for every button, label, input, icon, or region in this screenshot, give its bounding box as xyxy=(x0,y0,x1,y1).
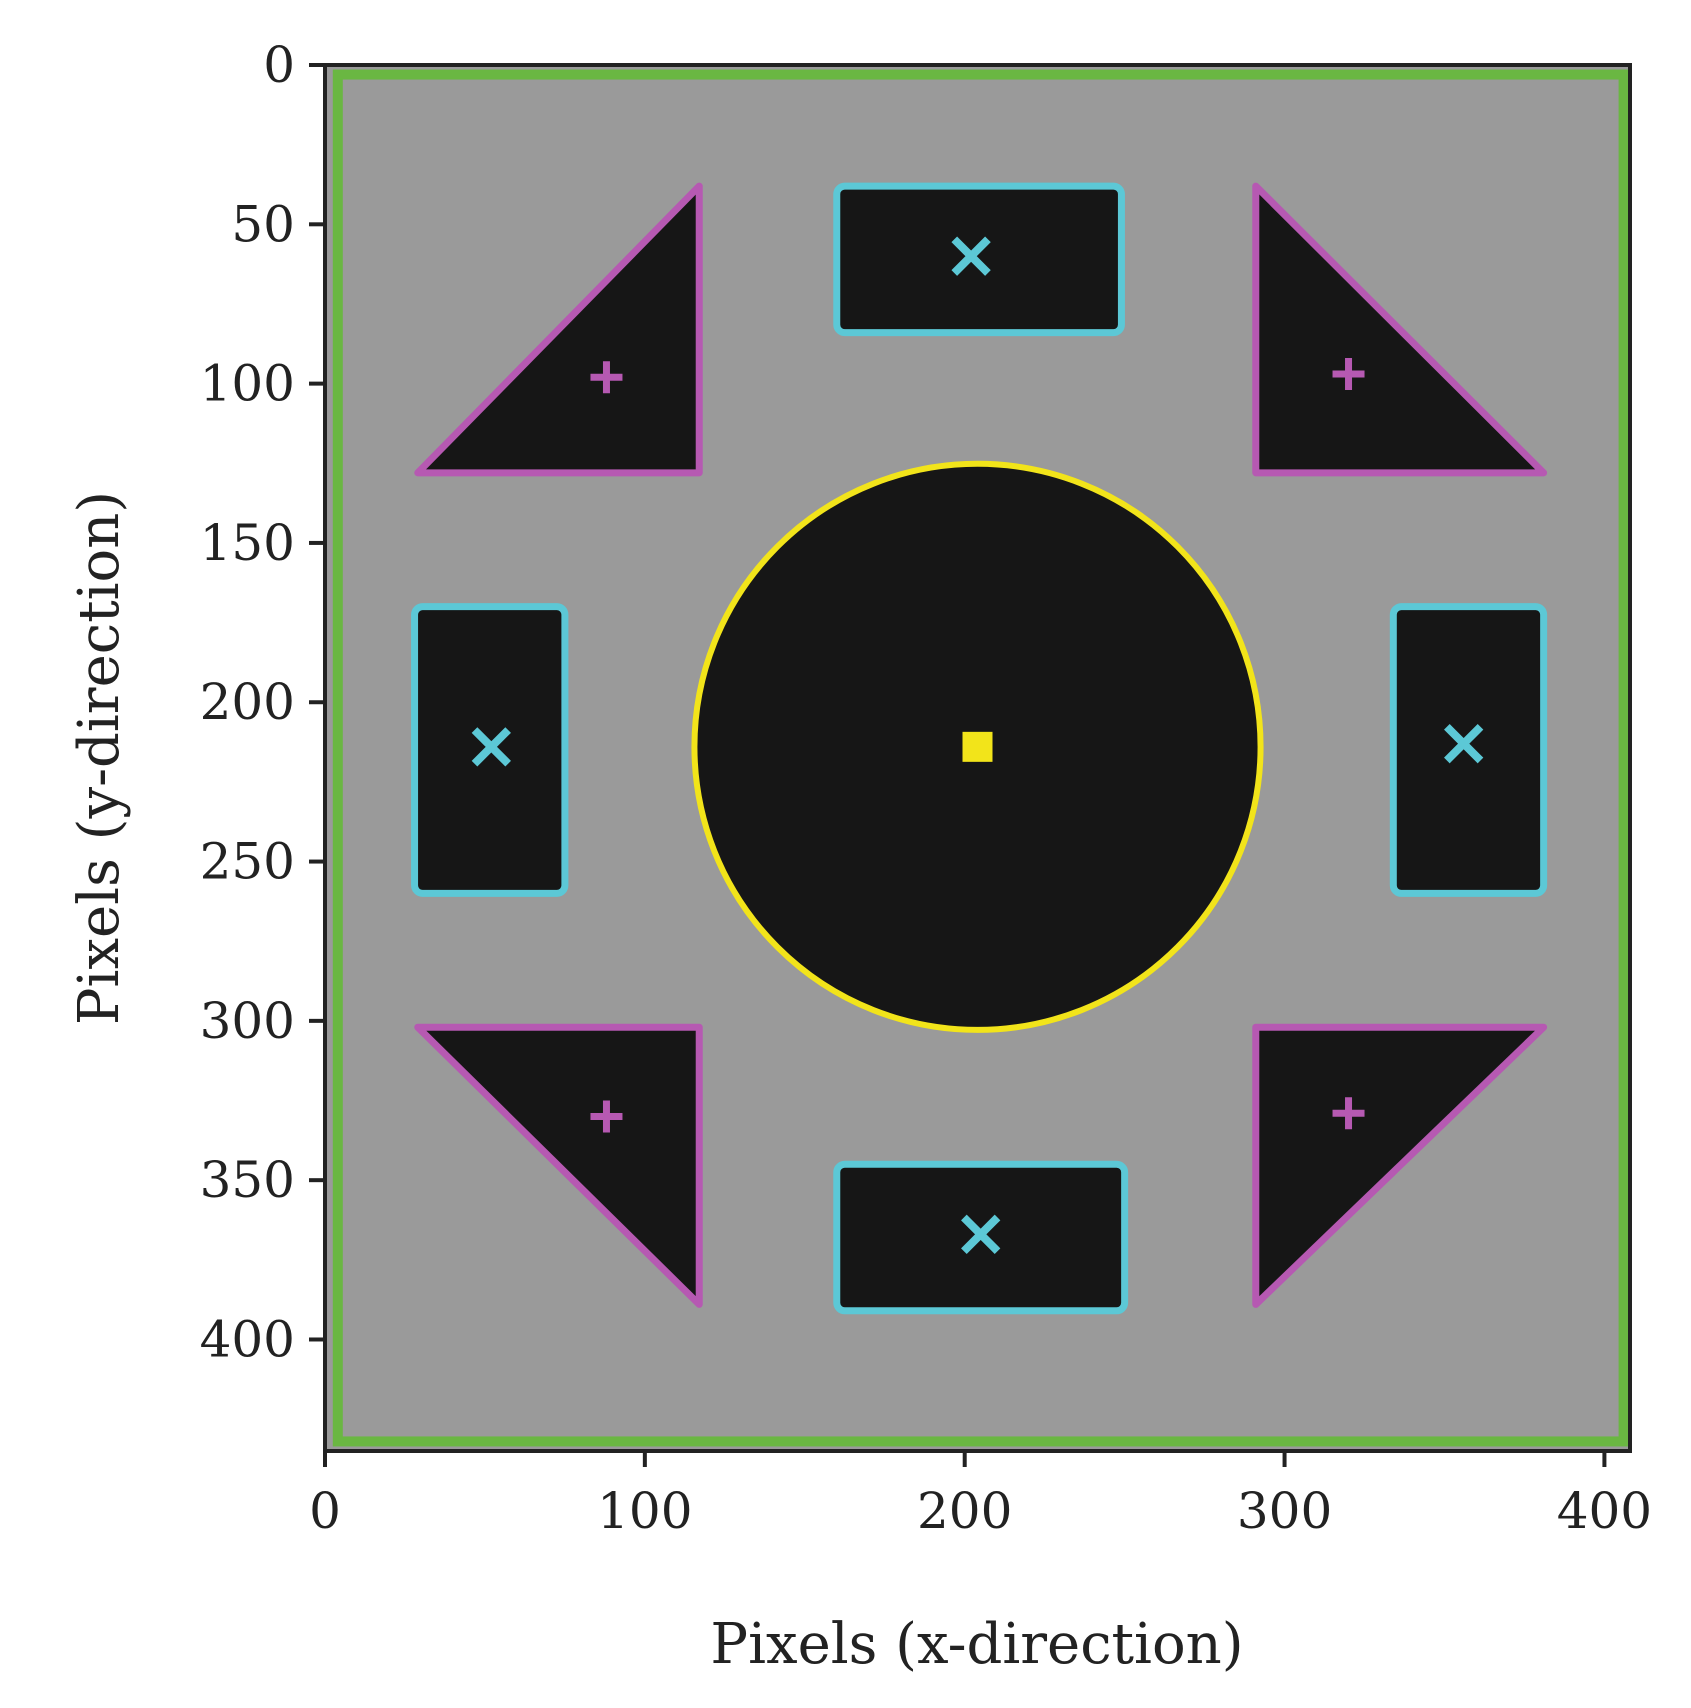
axes-frame xyxy=(323,63,1632,1453)
x-axis: 0 100 200 300 400 xyxy=(309,1451,1652,1540)
triangle-outline xyxy=(1252,182,1548,477)
rectangle-outline xyxy=(833,1160,1129,1315)
rectangle-centroid-marker xyxy=(961,1214,1001,1254)
y-axis-label: Pixels (y-direction) xyxy=(67,491,132,1025)
y-tick-label: 150 xyxy=(200,514,295,572)
x-tick-label: 300 xyxy=(1237,1482,1332,1540)
rectangle-centroid-marker xyxy=(471,727,511,767)
y-tick-label: 400 xyxy=(200,1310,295,1368)
image-area xyxy=(325,65,1630,1451)
y-axis: 0 50 100 150 200 250 300 350 400 xyxy=(200,36,325,1368)
y-tick-label: 350 xyxy=(200,1151,295,1209)
x-tick-label: 200 xyxy=(917,1482,1012,1540)
x-axis-label: Pixels (x-direction) xyxy=(710,1612,1243,1677)
triangle-outline xyxy=(1252,1023,1548,1308)
rectangle-outline xyxy=(833,182,1125,337)
triangle-centroid-marker xyxy=(590,361,623,394)
y-tick-label: 100 xyxy=(200,355,295,413)
triangle-centroid-marker xyxy=(590,1100,623,1133)
x-tick-label: 0 xyxy=(309,1482,341,1540)
circle-centroid-marker xyxy=(962,731,993,762)
plate-border-outline xyxy=(332,69,1629,1447)
rectangle-centroid-marker xyxy=(1444,724,1484,764)
rectangle-outline xyxy=(1389,603,1548,897)
y-tick-label: 50 xyxy=(231,195,295,253)
triangle-outline xyxy=(414,1023,703,1308)
triangle-centroid-marker xyxy=(1332,1097,1365,1130)
y-tick-label: 250 xyxy=(200,833,295,891)
y-tick-label: 300 xyxy=(200,992,295,1050)
triangle-centroid-marker xyxy=(1332,358,1365,391)
rectangle-outline xyxy=(411,603,569,897)
y-tick-label: 200 xyxy=(200,673,295,731)
rectangle-centroid-marker xyxy=(951,236,991,276)
circle-outline xyxy=(691,460,1264,1033)
x-tick-label: 100 xyxy=(597,1482,692,1540)
x-tick-label: 400 xyxy=(1557,1482,1652,1540)
y-tick-label: 0 xyxy=(263,36,295,94)
triangle-outline xyxy=(414,182,703,477)
annotation-layer xyxy=(332,69,1629,1447)
